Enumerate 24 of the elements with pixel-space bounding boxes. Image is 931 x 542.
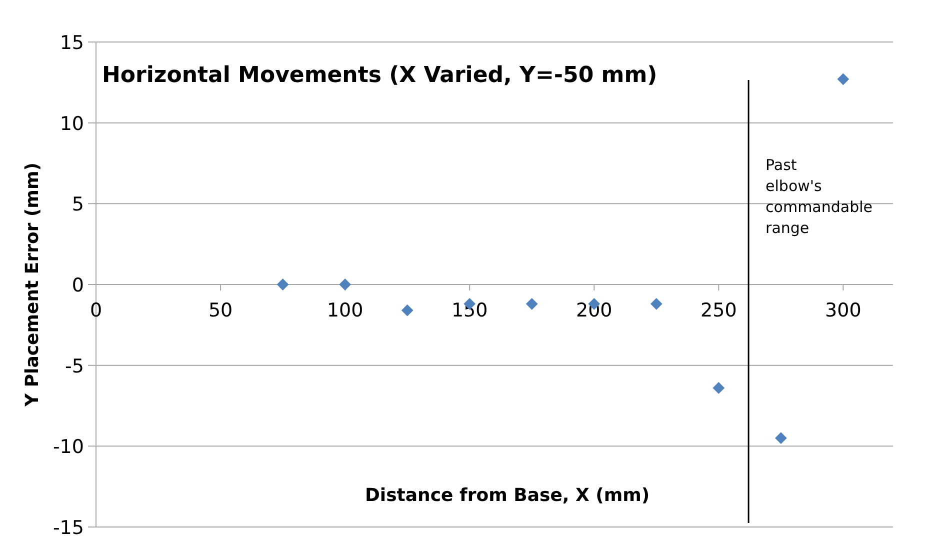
x-tick-label: 50 [208, 300, 233, 322]
x-tick-label: 100 [326, 300, 364, 322]
x-tick-label: 0 [90, 300, 102, 322]
y-tick-label: -5 [65, 355, 84, 378]
text: Horizontal Movements (X Varied, Y=-50 mm) [102, 63, 658, 88]
ref-line-label: Past elbow's commandable range [766, 156, 873, 237]
point [339, 278, 352, 290]
y-tick-label: -15 [52, 517, 84, 539]
y-tick-label: 10 [60, 112, 84, 135]
point [650, 298, 662, 310]
point [712, 382, 725, 394]
y-tick-label: 5 [72, 194, 84, 216]
y-tick-label: 0 [72, 274, 84, 296]
point [276, 278, 289, 290]
point [401, 304, 414, 316]
x-tick-label: 300 [825, 300, 862, 322]
y-axis-title: Y Placement Error (mm) [22, 162, 43, 408]
x-tick-label: 250 [700, 300, 737, 322]
point [526, 298, 538, 310]
x-axis-title: Distance from Base, X (mm) [364, 485, 650, 506]
point [837, 73, 850, 86]
y-tick-label: 15 [60, 32, 84, 54]
point [774, 432, 787, 444]
y-tick-label: -10 [52, 436, 84, 458]
